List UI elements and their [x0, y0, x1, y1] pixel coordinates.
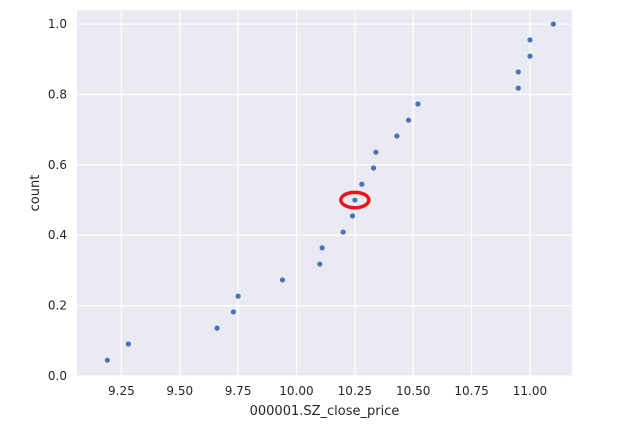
data-point [515, 85, 521, 91]
y-gridlines [77, 23, 572, 377]
x-tick-label: 9.50 [166, 384, 193, 398]
x-tick-label: 10.00 [279, 384, 313, 398]
y-tick-label: 0.8 [48, 87, 67, 101]
data-point [317, 261, 323, 267]
x-tick-label: 10.75 [454, 384, 488, 398]
data-point [340, 229, 346, 235]
data-point [515, 69, 521, 75]
data-point [373, 149, 379, 155]
data-point [352, 197, 358, 203]
x-tick-label: 11.00 [513, 384, 547, 398]
y-tick-label: 1.0 [48, 17, 67, 31]
y-tick-label: 0.0 [48, 369, 67, 383]
data-point [319, 245, 325, 251]
data-points [104, 21, 556, 363]
data-point [527, 53, 533, 59]
data-point [527, 37, 533, 43]
plot-area [77, 10, 572, 376]
y-tick-label: 0.2 [48, 299, 67, 313]
data-point [405, 117, 412, 123]
y-axis-label: count [28, 175, 43, 212]
highlight-ellipse [339, 190, 371, 210]
data-point [104, 357, 110, 363]
y-tick-labels: 0.0 0.2 0.4 0.6 0.8 1.0 [48, 17, 67, 383]
x-axis-label: 000001.SZ_close_price [250, 404, 400, 419]
data-point [214, 325, 220, 331]
data-point [415, 101, 421, 107]
data-point [349, 213, 356, 219]
data-point [550, 21, 556, 27]
data-point [230, 309, 237, 315]
data-point [359, 181, 365, 187]
x-tick-label: 10.50 [396, 384, 430, 398]
data-point [235, 293, 241, 299]
x-tick-label: 9.75 [225, 384, 252, 398]
data-point [279, 277, 286, 283]
data-point [125, 341, 131, 347]
y-tick-label: 0.4 [48, 228, 67, 242]
x-tick-label: 10.25 [338, 384, 372, 398]
x-tick-labels: 9.25 9.50 9.75 10.00 10.25 10.50 10.75 11.00 [108, 384, 547, 398]
y-tick-label: 0.6 [48, 158, 67, 172]
x-tick-label: 9.25 [108, 384, 135, 398]
data-point [370, 165, 377, 171]
data-point [394, 133, 400, 139]
